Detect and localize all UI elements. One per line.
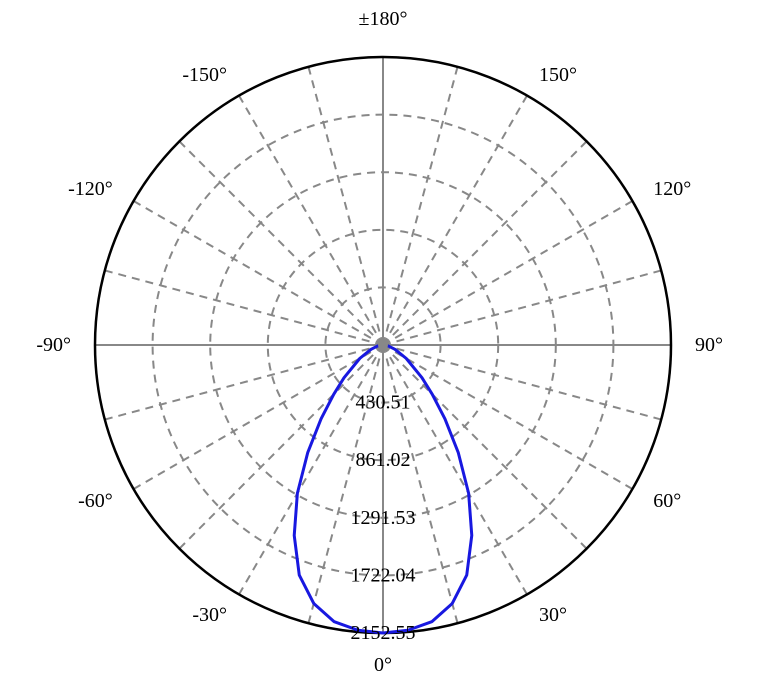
polar-chart: 430.51 861.02 1291.53 1722.04 2152.55 ±180° 15… [0,0,760,692]
angle-label: ±180° [359,8,408,30]
radial-tick-label: 861.02 [356,449,411,471]
angle-label: -120° [68,178,113,200]
radial-tick-label: 1722.04 [351,564,416,586]
radial-tick-label: 2152.55 [351,622,416,644]
angle-label: -150° [182,64,227,86]
angle-label: 120° [653,178,691,200]
angle-label: -90° [36,334,71,356]
angle-label: 150° [539,64,577,86]
angle-label: 0° [374,654,392,676]
angle-label: 60° [653,490,681,512]
radial-tick-label: 1291.53 [351,507,416,529]
radial-tick-label: 430.51 [356,392,411,414]
angle-label: -30° [192,604,227,626]
angle-label: -60° [78,490,113,512]
angle-label: 90° [695,334,723,356]
angle-label: 30° [539,604,567,626]
